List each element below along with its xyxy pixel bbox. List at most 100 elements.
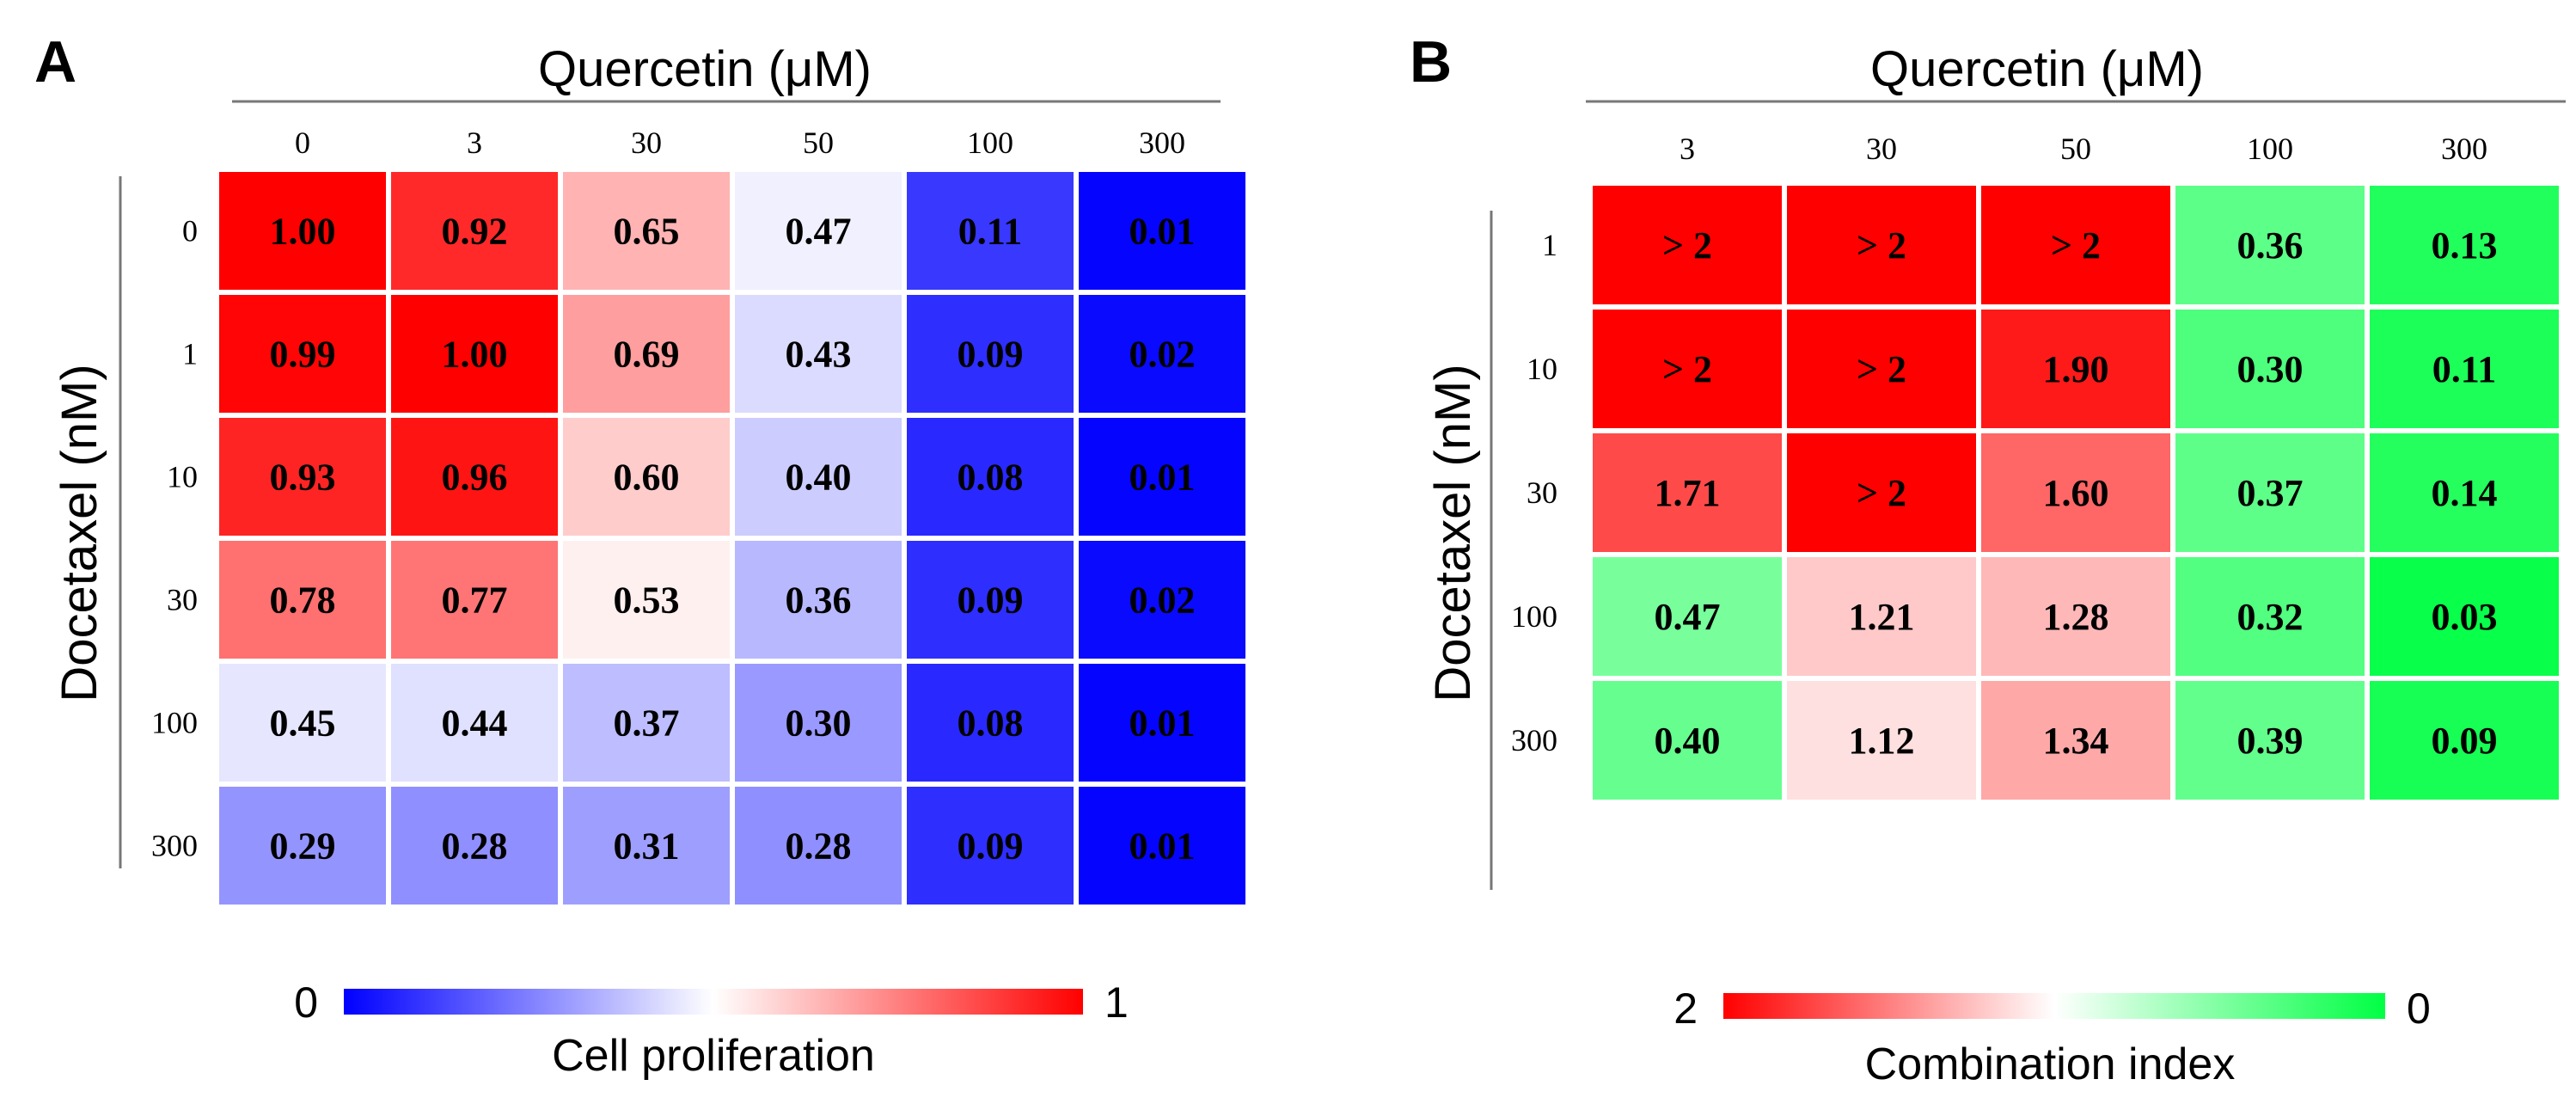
cell-value-label: 0.29 (270, 825, 336, 868)
cell-value-label: 0.77 (442, 580, 508, 622)
heatmap-cell (907, 664, 1074, 782)
cell-value-label: 0.01 (1129, 825, 1196, 868)
cell-value-label: 0.45 (270, 702, 336, 745)
heatmap-cell (1079, 295, 1245, 413)
heatmap-cell (219, 172, 386, 290)
y-axis-title: Docetaxel (nM) (1425, 364, 1481, 702)
cell-value-label: 0.28 (786, 825, 852, 868)
cell-value-label: 1.00 (442, 334, 508, 376)
heatmap-cell (563, 172, 730, 290)
x-axis-title: Quercetin (μM) (1870, 41, 2204, 97)
heatmap-cell (735, 787, 902, 905)
cell-value-label: 0.14 (2432, 472, 2498, 514)
cell-value-label: 0.40 (786, 457, 852, 499)
cell-value-label: 0.53 (614, 580, 680, 622)
heatmap-cell (1593, 433, 1782, 552)
heatmap-cell (219, 418, 386, 536)
cell-value-label: 0.99 (270, 334, 336, 376)
cell-value-label: 1.21 (1849, 596, 1915, 638)
cell-value-label: 0.60 (614, 457, 680, 499)
heatmap-cell (391, 295, 558, 413)
heatmap-cell (907, 541, 1074, 659)
x-tick-label: 50 (2060, 132, 2091, 166)
heatmap-cell (1787, 433, 1976, 552)
heatmap-cell (1981, 433, 2170, 552)
heatmap-cell (2175, 310, 2365, 428)
cell-value-label: > 2 (2051, 224, 2101, 267)
heatmap-cell (2370, 433, 2559, 552)
x-tick-label: 30 (1866, 132, 1897, 166)
y-tick-label: 10 (167, 460, 198, 494)
heatmap-cell (2175, 557, 2365, 676)
colorbar-title: Combination index (1865, 1039, 2236, 1089)
cell-value-label: 0.01 (1129, 702, 1196, 745)
cell-value-label: > 2 (1662, 348, 1712, 390)
colorbar (1723, 993, 2385, 1019)
cell-value-label: 0.08 (958, 457, 1024, 499)
x-tick-label: 30 (631, 126, 662, 160)
cell-value-label: 0.69 (614, 334, 680, 376)
y-tick-label: 30 (167, 583, 198, 617)
y-tick-labels: 1 10 30 100 300 (1511, 228, 1557, 757)
cell-value-label: 0.02 (1129, 334, 1196, 376)
cell-value-label: 0.09 (2432, 720, 2498, 762)
cell-value-label: 0.96 (442, 457, 508, 499)
heatmap-cell (1079, 418, 1245, 536)
y-tick-label: 100 (1511, 599, 1557, 634)
heatmap-cell (219, 664, 386, 782)
y-tick-label: 300 (151, 829, 198, 863)
heatmap-cell (563, 541, 730, 659)
heatmap-cell (735, 664, 902, 782)
cell-value-label: 0.40 (1655, 720, 1721, 762)
heatmap-cell (563, 295, 730, 413)
heatmap-cell (907, 295, 1074, 413)
cell-value-label: 0.36 (2237, 224, 2304, 267)
cell-value-label: 0.36 (786, 580, 852, 622)
cell-value-label: 0.03 (2432, 596, 2498, 638)
heatmap-cell (2175, 681, 2365, 800)
heatmap-cell (1981, 681, 2170, 800)
heatmap-cell (907, 172, 1074, 290)
x-tick-label: 100 (967, 126, 1013, 160)
heatmap-cells: 1.00 0.92 0.65 0.47 0.11 0.01 0.99 1.00 0.69 0.43… (219, 172, 1245, 905)
heatmap-cell (1079, 172, 1245, 290)
colorbar-right-label: 1 (1104, 978, 1129, 1027)
y-tick-label: 0 (182, 214, 198, 248)
y-tick-label: 1 (182, 337, 198, 371)
heatmap-cell (1981, 310, 2170, 428)
x-tick-label: 50 (803, 126, 834, 160)
x-axis-title: Quercetin (μM) (538, 41, 872, 97)
panel-b: B Quercetin (μM) Docetaxel (nM) > 2 > 2 > … (1410, 29, 2566, 1089)
cell-value-label: 0.65 (614, 211, 680, 253)
heatmap-cell (2370, 557, 2559, 676)
x-tick-label: 300 (2441, 132, 2487, 166)
heatmap-cell (391, 664, 558, 782)
cell-value-label: 0.39 (2237, 720, 2304, 762)
cell-value-label: 1.00 (270, 211, 336, 253)
x-tick-label: 3 (1680, 132, 1695, 166)
cell-value-label: 0.37 (2237, 472, 2304, 514)
heatmap-cell (1593, 681, 1782, 800)
heatmap-cell (735, 295, 902, 413)
y-tick-label: 1 (1542, 228, 1557, 262)
x-tick-label: 100 (2247, 132, 2293, 166)
heatmap-cell (907, 418, 1074, 536)
cell-value-label: 0.08 (958, 702, 1024, 745)
heatmap-cell (219, 541, 386, 659)
colorbar (344, 989, 1083, 1015)
x-tick-labels: 3 30 50 100 300 (1680, 132, 2487, 166)
cell-value-label: 0.92 (442, 211, 508, 253)
heatmap-cell (907, 787, 1074, 905)
cell-value-label: 0.37 (614, 702, 680, 745)
y-tick-labels: 0 1 10 30 100 300 (151, 214, 198, 863)
cell-value-label: > 2 (1662, 224, 1712, 267)
heatmap-cell (1593, 186, 1782, 304)
heatmap-cell (219, 295, 386, 413)
heatmap-cell (391, 541, 558, 659)
heatmap-cell (1787, 310, 1976, 428)
heatmap-cell (391, 418, 558, 536)
cell-value-label: 0.32 (2237, 596, 2304, 638)
cell-value-label: 0.09 (958, 334, 1024, 376)
heatmap-cells: > 2 > 2 > 2 0.36 0.13 > 2 > 2 1.90 0.30 0.11 1.71 >… (1593, 186, 2559, 800)
cell-value-label: 0.28 (442, 825, 508, 868)
